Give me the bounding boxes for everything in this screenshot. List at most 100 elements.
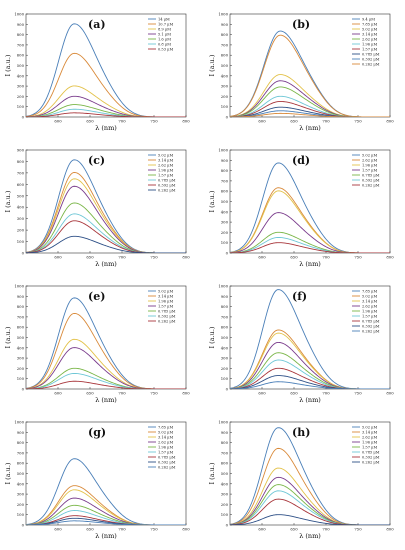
y-tick-label: 800 [221,168,229,173]
y-tick-label: 100 [221,104,229,109]
x-tick-label: 750 [150,527,158,532]
y-tick-label: 500 [221,63,229,68]
y-tick-label: 700 [17,450,25,455]
legend: 5.02 μM3.14 μM2.62 μM1.96 μM1.57 μM0.785… [148,153,176,192]
x-tick-label: 600 [258,255,266,260]
y-tick-label: 400 [221,209,229,214]
x-axis-label: λ (nm) [95,260,117,268]
y-tick-label: 500 [17,193,25,198]
y-tick-label: 200 [17,94,25,99]
y-tick-label: 500 [17,63,25,68]
legend-entry: 0.785 μM [362,450,380,454]
panel-label: (f) [292,290,307,303]
y-tick-label: 200 [221,94,229,99]
legend-entry: 3.14 μM [158,435,173,439]
legend-entry: 1.96 μM [158,299,173,303]
x-tick-label: 650 [86,527,94,532]
legend-entry: 1.96 μM [362,440,377,444]
y-tick-label: 400 [221,345,229,350]
y-tick-label: 600 [221,189,229,194]
series-group [26,23,186,117]
y-tick-label: 600 [17,461,25,466]
x-tick-label: 800 [386,255,394,260]
y-tick-label: 700 [17,314,25,319]
x-tick-label: 700 [322,255,330,260]
y-tick-label: 0 [22,251,25,256]
legend-entry: 7.85 μM [158,425,173,429]
legend: 5.02 μM3.14 μM1.96 μM1.57 μM0.785 μM0.39… [148,289,176,323]
legend-entry: 5.02 μM [362,153,377,157]
legend-entry: 0.262 μM [362,62,380,66]
y-tick-label: 200 [17,366,25,371]
legend-entry: 10.7 μM [158,22,173,26]
y-tick-label: 400 [221,481,229,486]
x-tick-label: 750 [354,527,362,532]
legend-entry: 7.85 μM [362,289,377,293]
series-line [230,242,390,253]
x-tick-label: 700 [322,527,330,532]
y-tick-label: 0 [22,387,25,392]
y-tick-label: 400 [17,345,25,350]
legend: 7.85 μM5.02 μM3.14 μM2.62 μM1.96 μM1.57 … [148,425,176,469]
legend-entry: 0.262 μM [362,329,380,333]
series-group [26,297,186,389]
y-tick-label: 500 [17,471,25,476]
legend-entry: 1.6 μM [158,37,171,41]
series-group [230,427,390,525]
y-tick-label: 1000 [14,284,24,289]
y-tick-label: 1000 [218,148,228,153]
x-tick-label: 650 [86,119,94,124]
y-tick-label: 500 [221,199,229,204]
legend-entry: 1.96 μM [158,168,173,172]
series-line [230,514,390,525]
series-line [26,517,186,525]
legend: 5.02 μM3.14 μM2.62 μM1.96 μM1.57 μM0.785… [352,425,380,464]
legend-entry: 0.392 μM [158,183,176,187]
panel-label: (d) [292,154,310,167]
legend-entry: 0.392 μM [158,314,176,318]
series-group [230,30,390,117]
series-line [230,381,390,389]
series-line [26,520,186,525]
y-tick-label: 0 [22,115,25,120]
x-tick-label: 800 [182,391,190,396]
legend-entry: 5.02 μM [158,289,173,293]
y-tick-label: 900 [17,430,25,435]
legend-entry: 1.57 μM [362,314,377,318]
y-tick-label: 100 [221,240,229,245]
y-axis-label: I (a.u.) [208,326,216,348]
panel-label: (b) [292,18,310,31]
y-tick-label: 900 [221,22,229,27]
series-line [230,341,390,389]
legend-entry: 9.4 μM [362,17,375,21]
series-line [230,237,390,253]
legend-entry: 1.57 μM [362,445,377,449]
spectrum-panel: 0 100 200 300 400 500 600 700 800 900 600 650 700 750… [4,148,190,269]
x-tick-label: 600 [54,119,62,124]
x-tick-label: 800 [386,119,394,124]
y-tick-label: 300 [17,356,25,361]
x-axis-label: λ (nm) [299,260,321,268]
y-tick-label: 0 [226,387,229,392]
y-tick-label: 300 [17,216,25,221]
plot-frame [25,149,187,254]
y-tick-label: 400 [17,73,25,78]
legend-entry: 1.57 μM [158,304,173,308]
y-axis-label: I (a.u.) [4,190,12,212]
legend-entry: 0.392 μM [362,324,380,328]
y-tick-label: 700 [17,42,25,47]
x-tick-label: 700 [118,119,126,124]
y-tick-label: 800 [17,440,25,445]
legend: 5.02 μM2.62 μM1.96 μM1.57 μM0.785 μM0.39… [352,153,380,187]
y-tick-label: 0 [22,523,25,528]
series-line [26,380,186,389]
legend-entry: 0.392 μM [158,460,176,464]
x-tick-label: 700 [322,119,330,124]
legend-entry: 5.1 μM [158,32,171,36]
legend-entry: 0.785 μM [158,309,176,313]
y-axis-label: I (a.u.) [4,462,12,484]
y-tick-label: 1000 [218,420,228,425]
y-tick-label: 200 [221,502,229,507]
